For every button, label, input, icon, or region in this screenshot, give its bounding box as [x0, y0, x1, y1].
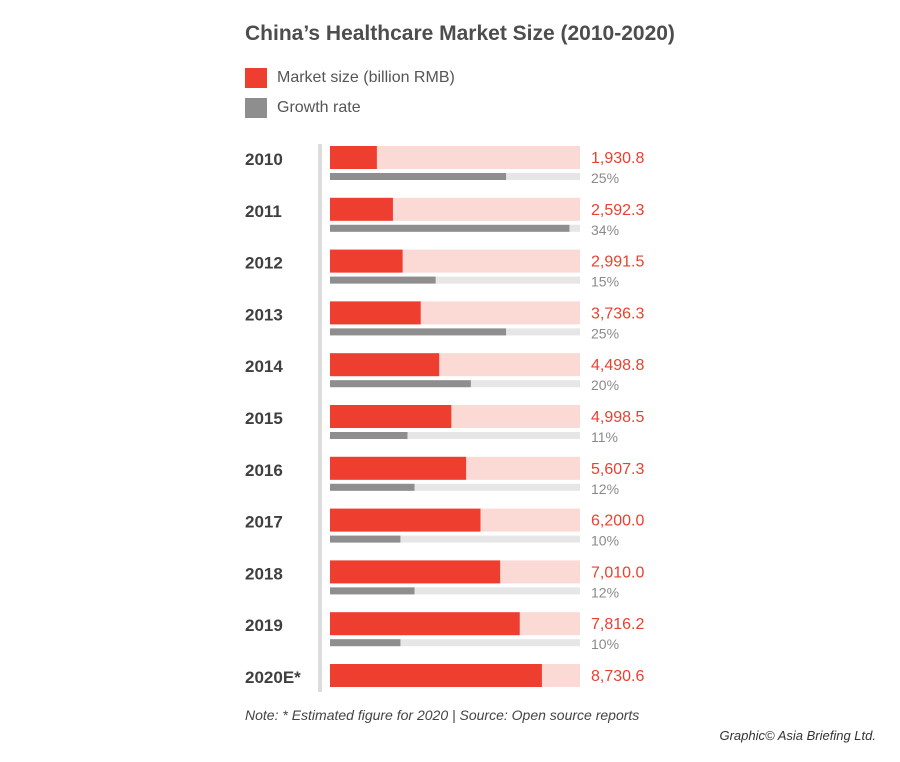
growth-value-label: 12%: [591, 584, 619, 600]
growth-bar: [330, 328, 507, 336]
growth-bar: [330, 639, 401, 647]
year-label: 2012: [245, 254, 283, 273]
market-bar: [330, 612, 520, 636]
growth-bar: [330, 380, 471, 388]
growth-track: [330, 587, 580, 595]
market-bar: [330, 664, 542, 687]
legend-swatch-market-size: [245, 68, 267, 88]
growth-bar: [330, 224, 570, 232]
market-value-label: 4,998.5: [591, 409, 644, 426]
growth-value-label: 25%: [591, 170, 619, 186]
growth-value-label: 10%: [591, 533, 619, 549]
market-value-label: 3,736.3: [591, 305, 644, 322]
market-value-label: 5,607.3: [591, 461, 644, 478]
growth-track: [330, 276, 580, 284]
market-bar: [330, 197, 393, 221]
bar-chart: 2010 1,930.8 25% 2011 2,592.3 34% 2012 2,991.5 1…: [245, 144, 644, 692]
growth-track: [330, 432, 580, 439]
growth-bar: [330, 535, 401, 543]
legend-label-growth-rate: Growth rate: [277, 99, 361, 116]
year-label: 2015: [245, 409, 283, 428]
year-label: 2018: [245, 564, 283, 583]
growth-value-label: 10%: [591, 636, 619, 652]
market-track: [330, 146, 580, 169]
market-bar: [330, 249, 403, 273]
axis-line: [318, 144, 322, 692]
market-value-label: 1,930.8: [591, 150, 644, 167]
growth-value-label: 11%: [591, 429, 618, 445]
year-label: 2019: [245, 616, 283, 635]
market-value-label: 2,991.5: [591, 254, 644, 271]
market-bar: [330, 353, 440, 377]
growth-value-label: 12%: [591, 481, 619, 497]
legend-item-growth-rate: Growth rate: [245, 97, 361, 119]
market-bar: [330, 405, 452, 428]
market-value-label: 7,816.2: [591, 616, 644, 633]
growth-track: [330, 639, 580, 647]
market-bar: [330, 508, 481, 532]
growth-track: [330, 535, 580, 543]
market-bar: [330, 456, 467, 480]
year-label: 2011: [245, 202, 282, 221]
growth-value-label: 25%: [591, 325, 619, 341]
market-value-label: 7,010.0: [591, 564, 644, 581]
year-label: 2017: [245, 513, 283, 532]
growth-value-label: 34%: [591, 222, 619, 238]
market-bar: [330, 560, 501, 584]
growth-bar: [330, 173, 507, 180]
market-value-label: 2,592.3: [591, 202, 644, 219]
legend-swatch-growth-rate: [245, 98, 267, 118]
growth-bar: [330, 432, 408, 439]
legend-label-market-size: Market size (billion RMB): [277, 69, 455, 86]
market-value-label: 6,200.0: [591, 513, 644, 530]
growth-bar: [330, 483, 415, 491]
year-label: 2014: [245, 357, 283, 376]
year-label: 2020E*: [245, 668, 301, 687]
legend-item-market-size: Market size (billion RMB): [245, 67, 455, 89]
growth-bar: [330, 276, 436, 284]
graphic-credit: Graphic© Asia Briefing Ltd.: [719, 728, 876, 743]
source-note: Note: * Estimated figure for 2020 | Sour…: [245, 707, 640, 723]
market-bar: [330, 146, 377, 169]
year-label: 2013: [245, 305, 283, 324]
growth-value-label: 15%: [591, 274, 619, 290]
market-bar: [330, 301, 421, 325]
market-value-label: 4,498.8: [591, 357, 644, 374]
market-value-label: 8,730.6: [591, 668, 644, 685]
growth-track: [330, 483, 580, 491]
growth-bar: [330, 587, 415, 595]
year-label: 2016: [245, 461, 283, 480]
year-label: 2010: [245, 150, 283, 169]
chart-title: China’s Healthcare Market Size (2010-202…: [245, 22, 675, 45]
growth-value-label: 20%: [591, 377, 619, 393]
